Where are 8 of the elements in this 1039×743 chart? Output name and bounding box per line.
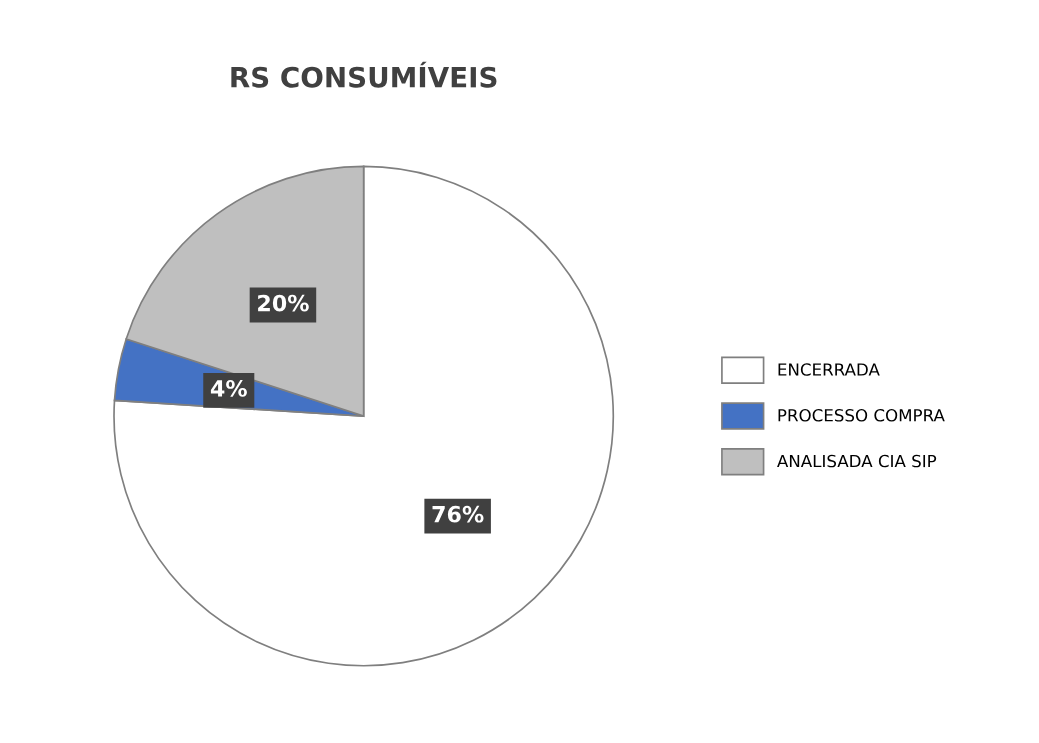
legend-label: ENCERRADA xyxy=(778,363,880,376)
data-label: 20% xyxy=(258,294,309,312)
chart-title: RS CONSUMÍVEIS xyxy=(231,61,497,88)
data-label: 4% xyxy=(210,379,247,397)
legend-label: PROCESSO COMPRA xyxy=(778,409,945,422)
data-label: 76% xyxy=(432,505,484,523)
legend-label: ANALISADA CIA SIP xyxy=(777,454,937,468)
pie-slice xyxy=(113,165,615,667)
